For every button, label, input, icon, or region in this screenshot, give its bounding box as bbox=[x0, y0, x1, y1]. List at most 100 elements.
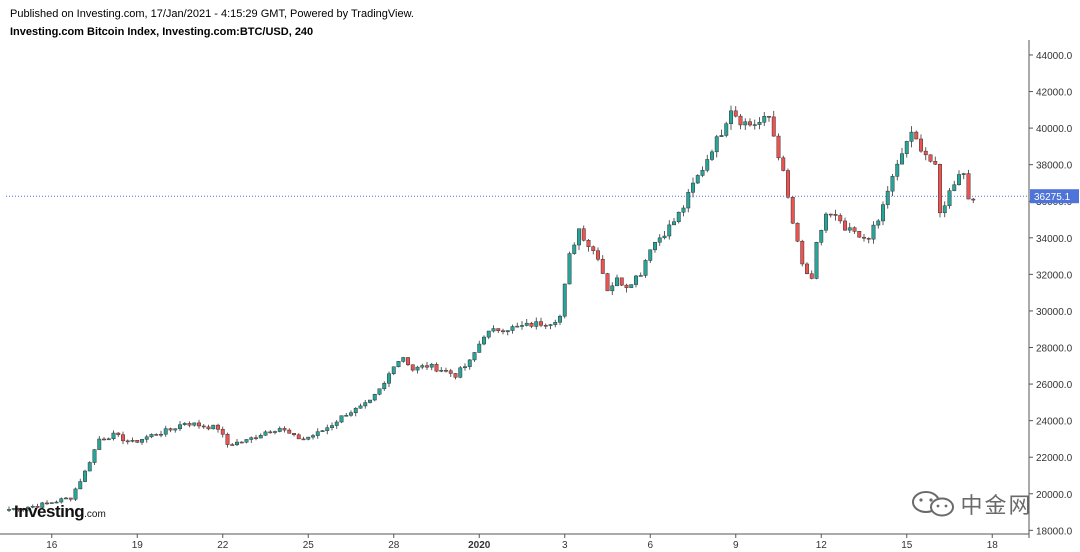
candle bbox=[591, 245, 596, 255]
candle bbox=[752, 119, 757, 130]
candle bbox=[733, 106, 738, 118]
candle-body bbox=[372, 394, 377, 401]
candle bbox=[320, 430, 325, 432]
candle-body bbox=[73, 488, 78, 500]
candle-body bbox=[168, 428, 173, 431]
candle bbox=[501, 328, 505, 335]
candle bbox=[425, 361, 429, 370]
candle-body bbox=[771, 116, 776, 137]
candle-body bbox=[173, 428, 178, 431]
candle-body bbox=[40, 502, 45, 508]
candle bbox=[885, 186, 890, 209]
price-tick-label: 34000.0 bbox=[1036, 234, 1073, 245]
candle bbox=[558, 314, 562, 326]
candle bbox=[225, 432, 230, 448]
candle-body bbox=[828, 213, 833, 216]
candle-body bbox=[410, 364, 415, 371]
candle bbox=[491, 325, 496, 333]
candle bbox=[372, 393, 377, 402]
candle bbox=[843, 217, 847, 231]
candle-body bbox=[909, 131, 914, 142]
candle bbox=[904, 140, 909, 158]
candle-body bbox=[16, 508, 21, 510]
candle bbox=[159, 430, 163, 438]
candle bbox=[330, 422, 334, 431]
candle-body bbox=[258, 435, 263, 439]
candles-layer bbox=[7, 105, 976, 512]
candle bbox=[871, 221, 876, 244]
candle-body bbox=[610, 285, 615, 292]
candle-body bbox=[121, 434, 125, 442]
candle-body bbox=[216, 424, 220, 430]
candle bbox=[695, 174, 700, 185]
candle bbox=[206, 424, 211, 431]
candle bbox=[914, 130, 919, 140]
candle bbox=[453, 373, 458, 380]
candle bbox=[254, 434, 258, 441]
time-tick-label: 25 bbox=[303, 540, 315, 551]
candle-body bbox=[895, 163, 900, 177]
candle bbox=[448, 368, 453, 377]
candle-body bbox=[748, 121, 752, 126]
candle-body bbox=[368, 399, 372, 403]
candle-body bbox=[444, 370, 448, 372]
candle-body bbox=[197, 422, 201, 427]
candle bbox=[681, 205, 686, 217]
published-caption: Published on Investing.com, 17/Jan/2021 … bbox=[10, 8, 414, 20]
candle-body bbox=[539, 321, 543, 326]
candle bbox=[866, 237, 871, 244]
candle bbox=[258, 433, 263, 439]
candle-body bbox=[676, 211, 681, 222]
candle-body bbox=[938, 164, 942, 214]
candle-body bbox=[263, 431, 268, 436]
candle bbox=[786, 168, 790, 199]
candle-body bbox=[591, 246, 596, 251]
candle bbox=[653, 241, 657, 253]
candle-body bbox=[154, 434, 159, 436]
candle bbox=[496, 328, 501, 333]
candle bbox=[73, 487, 78, 501]
candle bbox=[7, 506, 11, 512]
candle-body bbox=[102, 438, 106, 441]
candle-body bbox=[111, 432, 116, 440]
last-price-label: 36275.1 bbox=[1034, 192, 1071, 203]
candle-body bbox=[695, 175, 700, 184]
candle-body bbox=[315, 431, 320, 436]
candle-body bbox=[843, 220, 847, 231]
candle bbox=[287, 428, 292, 434]
candle-body bbox=[220, 429, 225, 435]
candle-body bbox=[581, 228, 586, 241]
candle bbox=[890, 174, 895, 197]
candle-body bbox=[425, 365, 429, 368]
candle-body bbox=[45, 502, 49, 505]
candle-body bbox=[235, 441, 239, 446]
candle-body bbox=[529, 322, 534, 327]
candle-body bbox=[420, 365, 425, 368]
candle bbox=[605, 272, 610, 292]
candle bbox=[781, 155, 786, 172]
candle-body bbox=[106, 438, 111, 441]
candle-body bbox=[942, 205, 947, 214]
candle bbox=[21, 507, 26, 512]
candle bbox=[895, 159, 900, 181]
candle-body bbox=[140, 439, 144, 443]
candle-body bbox=[282, 428, 287, 431]
candle bbox=[762, 111, 767, 126]
candle-body bbox=[577, 228, 581, 246]
candle-body bbox=[358, 405, 363, 409]
candle-body bbox=[596, 250, 600, 260]
candle bbox=[520, 321, 524, 330]
candle-body bbox=[78, 481, 83, 490]
candle-body bbox=[971, 198, 976, 201]
candle bbox=[144, 434, 149, 443]
candle-body bbox=[21, 508, 26, 510]
candle bbox=[800, 239, 805, 267]
candle-body bbox=[743, 121, 748, 126]
candle-body bbox=[814, 242, 819, 279]
candle bbox=[657, 234, 662, 246]
price-tick-label: 30000.0 bbox=[1036, 307, 1073, 318]
candle bbox=[790, 195, 795, 225]
candle-body bbox=[401, 357, 406, 362]
candle bbox=[353, 407, 358, 417]
